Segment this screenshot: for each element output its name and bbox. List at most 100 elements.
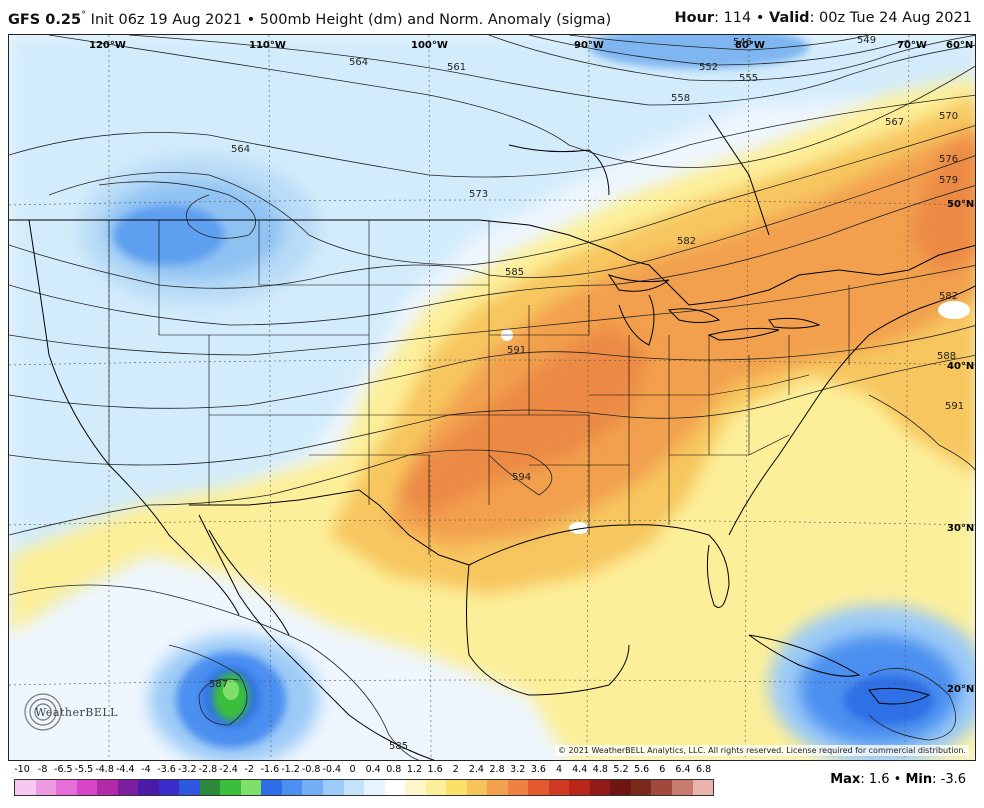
contour-label: 582 [677, 236, 696, 247]
colorbar-label: 1.2 [406, 764, 422, 775]
max-min-stats: Max: 1.6 • Min: -3.6 [830, 772, 966, 787]
contour-label: 582 [939, 291, 958, 302]
colorbar-label: 2.4 [468, 764, 484, 775]
colorbar-label: 0.8 [386, 764, 402, 775]
colorbar-label: 6.4 [675, 764, 691, 775]
contour-label: 552 [699, 62, 718, 73]
height-contours [9, 35, 975, 760]
colorbar-swatch [466, 780, 488, 795]
lon-label-90w: 90°W [574, 40, 604, 51]
colorbar-swatch [528, 780, 549, 795]
colorbar-swatch [97, 780, 118, 795]
lat-label-40n: 40°N [947, 361, 974, 372]
contour-label: 570 [939, 111, 958, 122]
weather-map: 120°W 110°W 100°W 90°W 80°W 70°W 60°N 50… [8, 34, 976, 761]
contour-label: 587 [209, 679, 228, 690]
colorbar-label: 4.8 [592, 764, 608, 775]
colorbar-label: 1.6 [427, 764, 443, 775]
colorbar-swatch [240, 780, 262, 795]
colorbar-swatch [630, 780, 652, 795]
contour-label: 573 [469, 189, 488, 200]
colorbar-swatch [384, 780, 406, 795]
contour-label: 588 [937, 351, 956, 362]
colorbar-swatch [364, 780, 385, 795]
copyright-notice: © 2021 WeatherBELL Analytics, LLC. All r… [555, 745, 969, 756]
colorbar-label: -0.8 [301, 764, 321, 775]
max-label: Max [830, 772, 861, 787]
colorbar-swatch [589, 780, 611, 795]
colorbar-swatch [158, 780, 180, 795]
colorbar-swatch [651, 780, 672, 795]
colorbar-swatch [569, 780, 590, 795]
colorbar-swatch [199, 780, 221, 795]
colorbar-swatch [343, 780, 365, 795]
colorbar-label: 4.4 [572, 764, 588, 775]
colorbar-label: -6.5 [54, 764, 73, 775]
lon-label-110w: 110°W [249, 40, 286, 51]
graticule-labels: 120°W 110°W 100°W 90°W 80°W 70°W 60°N 50… [89, 40, 974, 695]
colorbar-label: 2 [452, 764, 459, 775]
header: GFS 0.25° Init 06z 19 Aug 2021 • 500mb H… [0, 0, 984, 34]
lat-label-30n: 30°N [947, 523, 974, 534]
colorbar-swatch [138, 780, 159, 795]
colorbar-label: -10 [14, 764, 30, 775]
colorbar-swatch [220, 780, 241, 795]
colorbar-label: -2.8 [198, 764, 218, 775]
colorbar-swatch [487, 780, 508, 795]
anomaly-field [9, 35, 975, 760]
colorbar-label: -4.4 [115, 764, 135, 775]
graticule [9, 35, 975, 760]
colorbar-swatch [405, 780, 426, 795]
contour-label: 591 [945, 401, 964, 412]
contour-label: 549 [857, 35, 876, 46]
colorbar-label: 5.6 [634, 764, 650, 775]
logo-text: WeatherBELL [35, 706, 118, 719]
degree-mark: ° [81, 10, 87, 21]
min-label: Min [905, 772, 933, 787]
lat-label-50n: 50°N [947, 199, 974, 210]
contour-label: 564 [231, 144, 250, 155]
colorbar-label: -8 [37, 764, 48, 775]
colorbar-swatch [425, 780, 447, 795]
contour-label: 546 [733, 37, 752, 48]
colorbar-label: -1.2 [281, 764, 300, 775]
contour-label: 579 [939, 175, 958, 186]
max-value: : 1.6 • [860, 772, 906, 787]
lon-label-80w: 80°W [735, 40, 765, 51]
title-left: GFS 0.25° Init 06z 19 Aug 2021 • 500mb H… [8, 10, 611, 28]
colorbar-label: 3.6 [530, 764, 546, 775]
map-canvas: 120°W 110°W 100°W 90°W 80°W 70°W 60°N 50… [9, 35, 975, 760]
colorbar-swatch [281, 780, 303, 795]
colorbar-label: 0.4 [365, 764, 381, 775]
colorbar-swatch [322, 780, 344, 795]
contour-label: 591 [507, 345, 526, 356]
lat-label-20n: 20°N [947, 684, 974, 695]
colorbar-label: 6.8 [696, 764, 712, 775]
colorbar-label: -4 [141, 764, 151, 775]
colorbar-swatch [672, 780, 693, 795]
colorbar-label: -2 [244, 764, 254, 775]
colorbar-legend: -10 -8 -6.5 -5.5 -4.8 -4.4 -4 -3.6 -3.2 -2.8 -2.4-… [14, 764, 714, 804]
contour-label: 585 [389, 741, 408, 752]
colorbar-swatch [76, 780, 98, 795]
valid-value: : 00z Tue 24 Aug 2021 [809, 10, 972, 26]
colorbar-label: -4.8 [95, 764, 114, 775]
colorbar-label: -3.6 [157, 764, 176, 775]
contour-label: 576 [939, 154, 958, 165]
colorbar-swatch [507, 780, 529, 795]
colorbar-label: -0.4 [322, 764, 342, 775]
colorbar-labels: -10 -8 -6.5 -5.5 -4.8 -4.4 -4 -3.6 -3.2 -2.8 -2.4-… [14, 764, 714, 778]
colorbar-swatch [446, 780, 467, 795]
hour-label: Hour [674, 10, 715, 26]
colorbar-label: -3.2 [177, 764, 197, 775]
colorbar-label: 6 [659, 764, 666, 775]
contour-label: 567 [885, 117, 904, 128]
lon-label-120w: 120°W [89, 40, 126, 51]
colorbar-swatch [56, 780, 77, 795]
colorbar-swatch [261, 780, 282, 795]
contour-label: 555 [739, 73, 758, 84]
lat-label-60n: 60°N [946, 40, 973, 51]
colorbar-swatches [14, 779, 714, 796]
colorbar-swatch [117, 780, 139, 795]
colorbar-swatch [610, 780, 631, 795]
